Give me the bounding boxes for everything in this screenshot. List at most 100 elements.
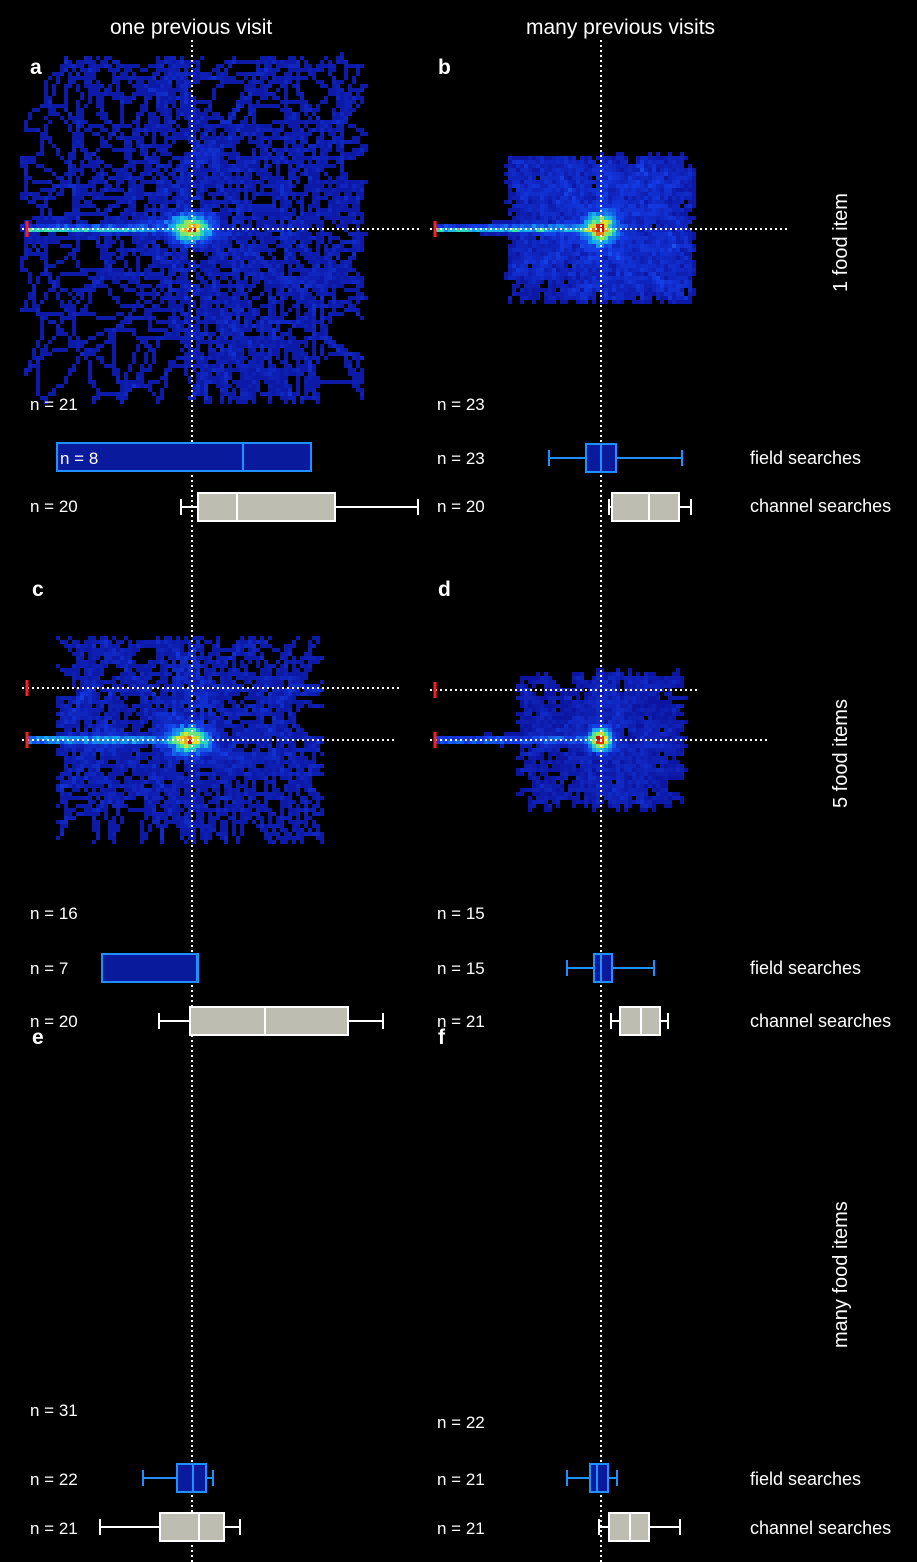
heatmap-cell xyxy=(120,380,124,384)
heatmap-cell xyxy=(192,324,196,328)
heatmap-cell xyxy=(648,168,652,172)
heatmap-cell xyxy=(260,260,264,264)
heatmap-cell xyxy=(92,384,96,388)
heatmap-cell xyxy=(640,252,644,256)
heatmap-cell xyxy=(120,312,124,316)
heatmap-cell xyxy=(80,140,84,144)
heatmap-cell xyxy=(308,356,312,360)
heatmap-cell xyxy=(220,352,224,356)
heatmap-cell xyxy=(120,396,124,400)
heatmap-cell xyxy=(64,56,68,60)
heatmap-cell xyxy=(328,180,332,184)
heatmap-cell xyxy=(216,240,220,244)
heatmap-cell xyxy=(224,304,228,308)
heatmap-cell xyxy=(244,272,248,276)
heatmap-cell xyxy=(184,288,188,292)
heatmap-cell xyxy=(320,180,324,184)
heatmap-cell xyxy=(212,368,216,372)
heatmap-cell xyxy=(360,368,364,372)
heatmap-cell xyxy=(200,380,204,384)
heatmap-cell xyxy=(32,232,36,236)
heatmap-cell xyxy=(80,224,84,228)
heatmap-cell xyxy=(524,272,528,276)
heatmap-cell xyxy=(116,224,120,228)
heatmap-cell xyxy=(520,264,524,268)
heatmap-cell xyxy=(200,56,204,60)
heatmap-cell xyxy=(212,156,216,160)
heatmap-cell xyxy=(188,184,192,188)
heatmap-cell xyxy=(228,368,232,372)
heatmap-cell xyxy=(280,200,284,204)
heatmap-cell xyxy=(292,324,296,328)
heatmap-cell xyxy=(256,180,260,184)
heatmap-cell xyxy=(172,68,176,72)
heatmap-cell xyxy=(280,184,284,188)
heatmap-cell xyxy=(100,232,104,236)
heatmap-cell xyxy=(640,240,644,244)
heatmap-cell xyxy=(264,60,268,64)
heatmap-cell xyxy=(72,136,76,140)
heatmap-cell xyxy=(228,384,232,388)
heatmap-cell xyxy=(124,156,128,160)
heatmap-cell xyxy=(292,400,296,404)
heatmap-cell xyxy=(108,336,112,340)
heatmap-cell xyxy=(164,228,168,232)
heatmap-cell xyxy=(152,144,156,148)
heatmap-cell xyxy=(168,236,172,240)
heatmap-cell xyxy=(576,228,580,232)
heatmap-cell xyxy=(108,144,112,148)
heatmap-cell xyxy=(304,136,308,140)
heatmap-cell xyxy=(200,388,204,392)
heatmap-cell xyxy=(276,316,280,320)
heatmap-cell xyxy=(264,184,268,188)
heatmap-cell xyxy=(168,240,172,244)
heatmap-cell xyxy=(224,224,228,228)
heatmap-cell xyxy=(180,244,184,248)
heatmap-cell xyxy=(280,148,284,152)
heatmap-cell xyxy=(148,388,152,392)
heatmap-cell xyxy=(340,184,344,188)
heatmap-cell xyxy=(584,264,588,268)
heatmap-cell xyxy=(348,112,352,116)
heatmap-cell xyxy=(340,104,344,108)
heatmap-cell xyxy=(256,320,260,324)
heatmap-cell xyxy=(248,160,252,164)
heatmap-cell xyxy=(68,316,72,320)
heatmap-cell xyxy=(160,248,164,252)
heatmap-cell xyxy=(216,308,220,312)
heatmap-cell xyxy=(48,136,52,140)
heatmap-cell xyxy=(140,184,144,188)
heatmap-cell xyxy=(164,88,168,92)
heatmap-cell xyxy=(300,364,304,368)
heatmap-cell xyxy=(252,348,256,352)
heatmap-cell xyxy=(84,272,88,276)
heatmap-cell xyxy=(172,56,176,60)
heatmap-cell xyxy=(224,320,228,324)
heatmap-cell xyxy=(68,164,72,168)
heatmap-cell xyxy=(524,184,528,188)
heatmap-cell xyxy=(296,304,300,308)
heatmap-cell xyxy=(84,76,88,80)
heatmap-cell xyxy=(324,264,328,268)
heatmap-cell xyxy=(124,372,128,376)
heatmap-cell xyxy=(280,304,284,308)
heatmap-cell xyxy=(300,76,304,80)
heatmap-cell xyxy=(108,252,112,256)
heatmap-cell xyxy=(228,176,232,180)
heatmap-cell xyxy=(576,200,580,204)
heatmap-cell xyxy=(172,168,176,172)
heatmap-cell xyxy=(136,76,140,80)
heatmap-cell xyxy=(156,284,160,288)
heatmap-cell xyxy=(184,208,188,212)
heatmap-cell xyxy=(244,368,248,372)
heatmap-cell xyxy=(344,64,348,68)
heatmap-cell xyxy=(280,292,284,296)
heatmap-cell xyxy=(272,192,276,196)
heatmap-cell xyxy=(304,164,308,168)
heatmap-cell xyxy=(64,64,68,68)
heatmap-cell xyxy=(360,128,364,132)
heatmap-cell xyxy=(232,116,236,120)
heatmap-cell xyxy=(576,236,580,240)
heatmap-cell xyxy=(128,288,132,292)
heatmap-cell xyxy=(620,276,624,280)
